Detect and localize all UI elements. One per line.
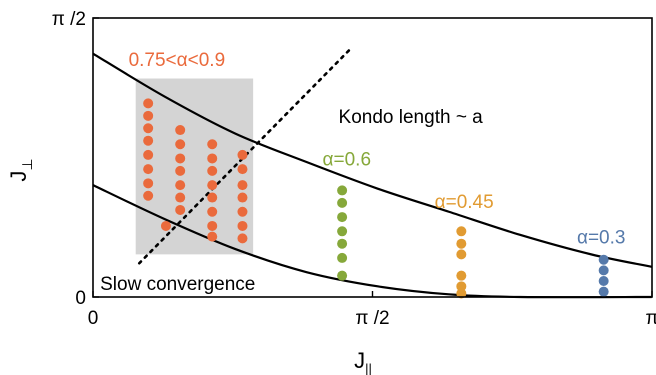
data-point xyxy=(456,281,467,292)
data-point xyxy=(237,164,248,175)
data-point xyxy=(207,192,218,203)
data-point xyxy=(456,249,467,260)
data-point xyxy=(175,153,186,164)
data-point xyxy=(207,206,218,217)
axis-ticks: 0 π /2 π 0 π /2 xyxy=(52,9,656,329)
x-axis-label: J|| xyxy=(354,348,372,375)
annotation-label: α=0.6 xyxy=(323,150,372,171)
data-point xyxy=(175,204,186,215)
data-point xyxy=(175,125,186,136)
data-point xyxy=(337,238,348,249)
data-point xyxy=(337,226,348,237)
x-tick-label: π xyxy=(645,308,656,329)
data-point xyxy=(175,139,186,150)
data-points xyxy=(143,98,609,299)
data-point xyxy=(337,197,348,208)
data-point xyxy=(143,178,154,189)
data-point xyxy=(143,123,154,134)
data-point xyxy=(143,149,154,160)
data-point xyxy=(598,276,609,287)
x-tick-label: π /2 xyxy=(355,308,389,329)
data-point xyxy=(456,270,467,281)
upper-curve xyxy=(92,52,652,268)
data-point xyxy=(598,254,609,265)
annotation-label: 0.75<α<0.9 xyxy=(129,50,226,71)
data-point xyxy=(175,165,186,176)
data-point xyxy=(207,165,218,176)
data-point xyxy=(207,220,218,231)
data-point xyxy=(143,135,154,146)
data-point xyxy=(456,226,467,237)
data-point xyxy=(237,192,248,203)
data-point xyxy=(237,149,248,160)
x-tick-label: 0 xyxy=(88,308,99,329)
data-point xyxy=(143,164,154,175)
data-point xyxy=(143,98,154,109)
data-point xyxy=(598,286,609,297)
y-tick-label: π /2 xyxy=(52,9,86,30)
data-point xyxy=(207,139,218,150)
annotation-label: α=0.45 xyxy=(435,192,494,213)
data-point xyxy=(143,190,154,201)
data-point xyxy=(237,206,248,217)
data-point xyxy=(207,180,218,191)
data-point xyxy=(237,233,248,244)
data-point xyxy=(337,212,348,223)
data-point xyxy=(175,192,186,203)
data-point xyxy=(237,180,248,191)
annotations: 0.75<α<0.9 Kondo length ~ a α=0.6 α=0.45 α=0… xyxy=(100,50,625,295)
y-tick-label: 0 xyxy=(75,288,86,309)
data-point xyxy=(160,220,171,231)
data-point xyxy=(598,265,609,276)
y-axis-label: J⊥ xyxy=(6,158,35,181)
data-point xyxy=(456,238,467,249)
data-point xyxy=(456,288,467,299)
data-point xyxy=(237,220,248,231)
data-point xyxy=(337,185,348,196)
data-point xyxy=(207,153,218,164)
data-point xyxy=(337,252,348,263)
data-point xyxy=(337,270,348,281)
annotation-label: Kondo length ~ a xyxy=(339,107,484,128)
annotation-label: Slow convergence xyxy=(100,274,255,295)
data-point xyxy=(175,180,186,191)
annotation-label: α=0.3 xyxy=(577,228,626,249)
data-point xyxy=(207,231,218,242)
data-point xyxy=(143,110,154,121)
